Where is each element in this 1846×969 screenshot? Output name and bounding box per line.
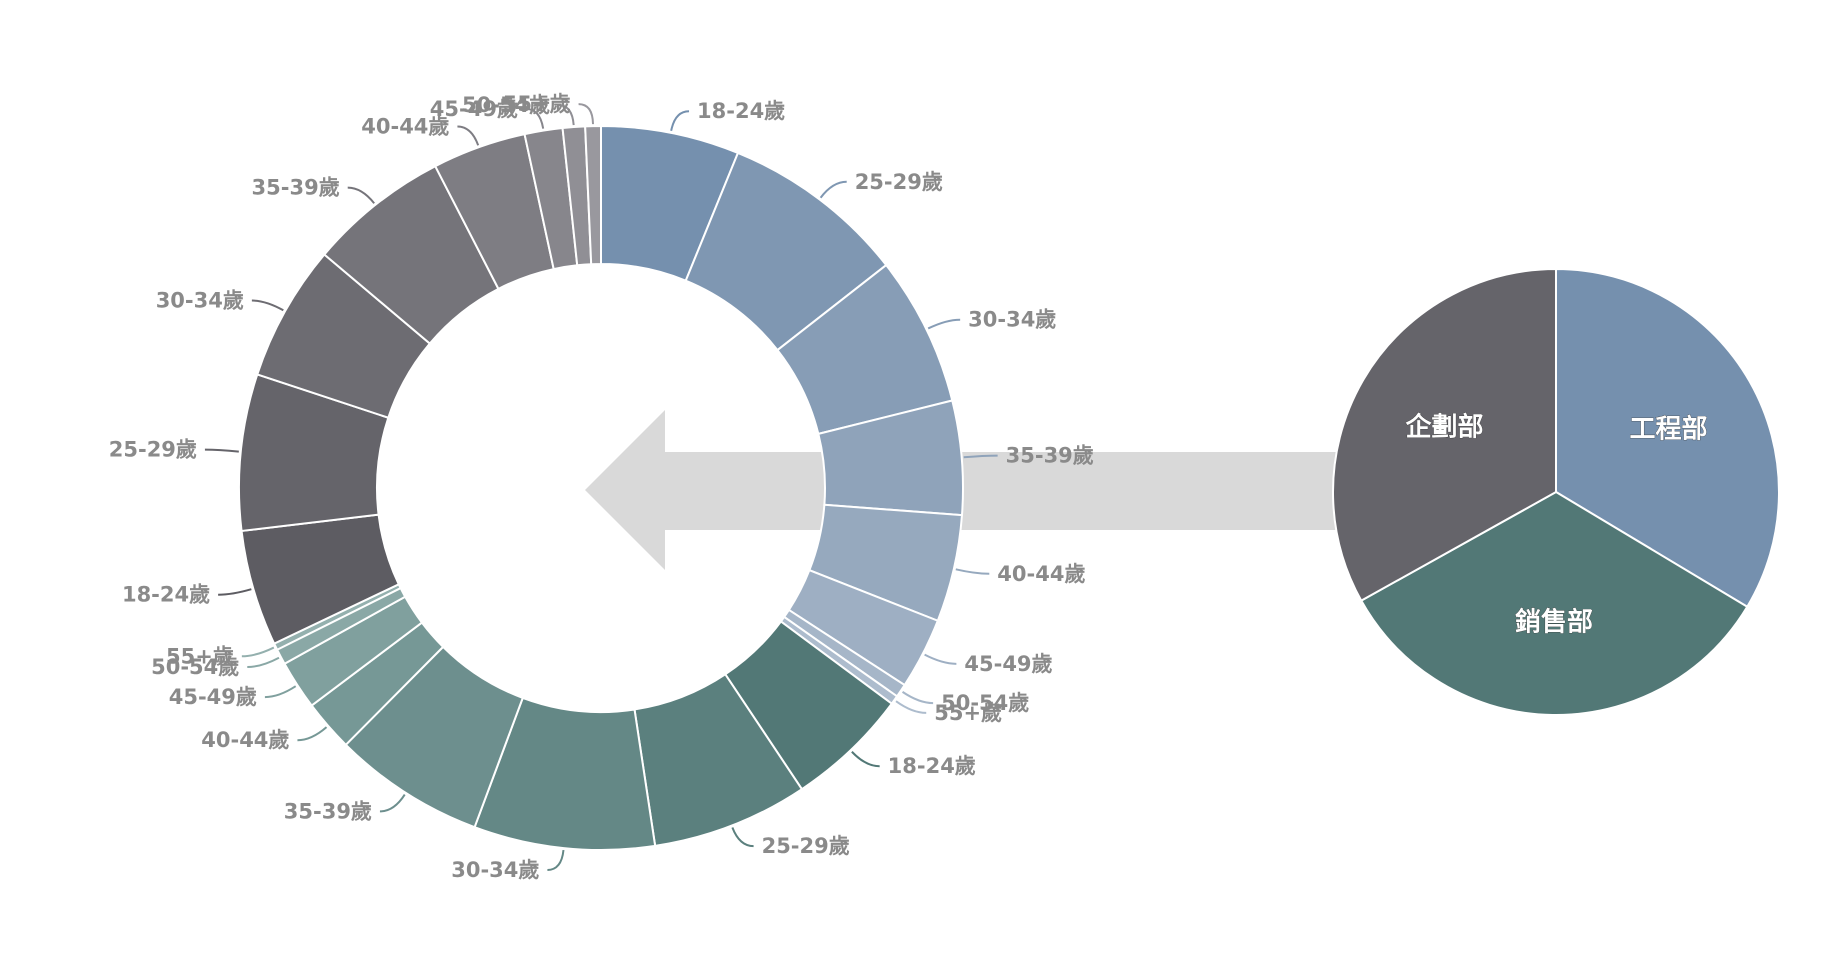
ring-label-企劃部-40-44歲: 40-44歲 <box>361 115 449 139</box>
ring-label-企劃部-50-54歲: 50-54歲 <box>462 93 550 117</box>
leader-line-企劃部-30-34歲 <box>251 299 284 312</box>
leader-line-銷售部-45-49歲 <box>264 685 297 699</box>
ring-label-銷售部-55plus歲: 55+歲 <box>166 644 234 668</box>
leader-lines <box>204 103 998 871</box>
leader-line-工程部-18-24歲 <box>670 110 690 132</box>
ring-label-企劃部-55plus歲: 55+歲 <box>503 92 571 116</box>
department-pie <box>1332 267 1780 716</box>
leader-line-工程部-30-34歲 <box>927 318 961 330</box>
leader-line-銷售部-25-29歲 <box>731 827 754 848</box>
leader-line-企劃部-50-54歲 <box>558 104 575 126</box>
ring-label-銷售部-18-24歲: 18-24歲 <box>888 754 976 778</box>
ring-label-工程部-18-24歲: 18-24歲 <box>697 99 785 123</box>
ring-label-工程部-55plus歲: 55+歲 <box>934 701 1002 725</box>
leader-line-企劃部-25-29歲 <box>204 448 239 453</box>
leader-line-銷售部-35-39歲 <box>379 794 406 813</box>
ring-label-工程部-35-39歲: 35-39歲 <box>1006 444 1094 468</box>
leader-line-工程部-50-54歲 <box>901 691 934 705</box>
ring-label-銷售部-35-39歲: 35-39歲 <box>284 799 372 823</box>
leader-line-企劃部-18-24歲 <box>218 588 252 596</box>
ring-label-銷售部-45-49歲: 45-49歲 <box>169 685 257 709</box>
ring-label-銷售部-25-29歲: 25-29歲 <box>762 834 850 858</box>
pie-label-銷售部: 銷售部 <box>1515 606 1593 637</box>
leader-line-企劃部-35-39歲 <box>347 186 375 204</box>
ring-segment-企劃部-55plus歲 <box>584 124 602 266</box>
ring-label-企劃部-25-29歲: 25-29歲 <box>109 438 197 462</box>
ring-label-工程部-30-34歲: 30-34歲 <box>968 308 1056 332</box>
leader-line-工程部-55plus歲 <box>895 700 927 714</box>
leader-line-企劃部-55plus歲 <box>578 103 595 125</box>
leader-line-企劃部-45-49歲 <box>525 107 545 129</box>
leader-line-銷售部-40-44歲 <box>297 726 328 742</box>
leader-line-企劃部-40-44歲 <box>457 125 480 146</box>
ring-label-工程部-45-49歲: 45-49歲 <box>964 652 1052 676</box>
pie-slice-工程部 <box>1555 267 1780 609</box>
leader-line-銷售部-18-24歲 <box>851 751 880 768</box>
ring-label-企劃部-18-24歲: 18-24歲 <box>122 583 210 607</box>
pie-label-企劃部: 企劃部 <box>1405 412 1483 443</box>
leader-line-工程部-40-44歲 <box>955 568 990 575</box>
ring-label-企劃部-45-49歲: 45-49歲 <box>430 97 518 121</box>
ring-label-工程部-40-44歲: 40-44歲 <box>997 562 1085 586</box>
ring-label-企劃部-35-39歲: 35-39歲 <box>252 176 340 200</box>
leader-line-銷售部-30-34歲 <box>547 849 565 871</box>
leader-line-銷售部-50-54歲 <box>247 656 280 669</box>
pie-slice-企劃部 <box>1332 267 1557 603</box>
leader-line-工程部-35-39歲 <box>963 454 998 459</box>
donut-labels: 18-24歲25-29歲30-34歲35-39歲40-44歲45-49歲50-5… <box>109 92 1094 882</box>
ring-label-工程部-25-29歲: 25-29歲 <box>855 170 943 194</box>
pie-label-工程部: 工程部 <box>1630 414 1708 444</box>
donut-ring <box>238 124 964 851</box>
ring-label-銷售部-50-54歲: 50-54歲 <box>151 655 239 679</box>
ring-label-工程部-50-54歲: 50-54歲 <box>941 691 1029 715</box>
leader-line-工程部-25-29歲 <box>819 180 847 199</box>
ring-label-銷售部-40-44歲: 40-44歲 <box>201 728 289 752</box>
ring-label-企劃部-30-34歲: 30-34歲 <box>156 289 244 313</box>
ring-label-銷售部-30-34歲: 30-34歲 <box>451 858 539 882</box>
leader-line-銷售部-55plus歲 <box>241 646 275 658</box>
leader-line-工程部-45-49歲 <box>924 653 957 665</box>
